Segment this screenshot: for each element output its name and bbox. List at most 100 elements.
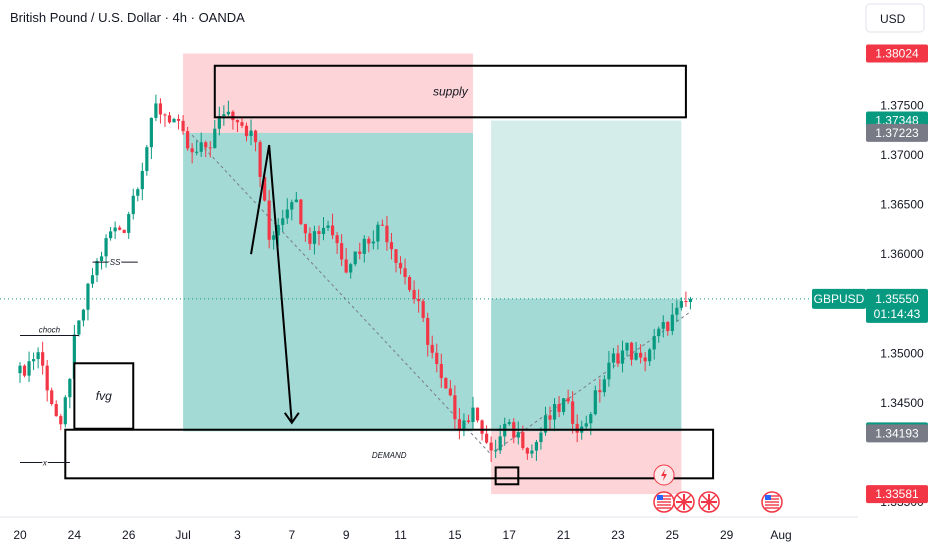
entry-box[interactable] (494, 466, 520, 486)
fvg-box[interactable] (73, 362, 135, 430)
time-tick-label: 3 (234, 528, 241, 542)
candle (231, 111, 235, 121)
candle (417, 299, 421, 302)
candle (598, 390, 602, 393)
bearish-projection-arrow[interactable] (250, 144, 293, 423)
candle (611, 353, 616, 363)
position-zones (183, 53, 682, 495)
candle (448, 388, 452, 396)
target-faded-zone (491, 120, 682, 299)
candle (244, 125, 249, 137)
candle (471, 407, 475, 423)
candle (272, 235, 276, 240)
candle (127, 214, 131, 233)
candle (494, 450, 498, 452)
candle (643, 357, 647, 362)
time-tick-label: 9 (343, 528, 350, 542)
candle (539, 432, 543, 443)
candle (77, 320, 81, 335)
candle (113, 227, 117, 232)
candle (81, 309, 86, 321)
price-tick-label: 1.34500 (880, 396, 924, 410)
candle (439, 363, 443, 379)
us-flag-icon[interactable] (761, 491, 783, 513)
candle (516, 432, 520, 438)
candle (118, 227, 122, 230)
SS-label: SS (110, 258, 121, 267)
candle (59, 416, 63, 425)
price-tick-label: 1.37500 (880, 98, 924, 112)
candle (675, 307, 679, 315)
candle (525, 448, 529, 454)
candle (281, 218, 285, 225)
time-tick-label: Jul (175, 528, 190, 542)
candle (353, 251, 357, 265)
candle (571, 401, 575, 424)
choch-label: choch (39, 326, 61, 335)
candle (204, 142, 208, 148)
lightning-icon[interactable] (653, 464, 675, 486)
candle (507, 422, 511, 424)
candle (31, 359, 36, 362)
price-tick-label: 1.36000 (880, 247, 924, 261)
time-tick-label: 29 (720, 528, 734, 542)
candle (625, 342, 629, 351)
candle (575, 423, 579, 433)
candle (186, 131, 190, 149)
candle (86, 283, 90, 310)
candle (543, 415, 548, 433)
candle (41, 352, 45, 366)
price-tick-label: 1.35000 (880, 346, 924, 360)
time-tick-label: 7 (288, 528, 295, 542)
candle (453, 395, 457, 420)
candle (54, 404, 58, 417)
us-flag-icon[interactable] (653, 491, 675, 513)
candle (430, 344, 434, 353)
x-label: x (42, 458, 48, 467)
candle (308, 233, 312, 244)
dashed-trendline (191, 134, 492, 455)
candle (620, 350, 625, 364)
supply-box-label: supply (433, 85, 469, 99)
supply-box[interactable] (213, 64, 687, 119)
candle (267, 200, 271, 240)
candle (213, 128, 217, 149)
candle (466, 420, 471, 423)
candle (195, 151, 199, 153)
time-tick-label: 21 (557, 528, 571, 542)
candle (403, 268, 407, 278)
candle (172, 118, 176, 123)
candle (435, 352, 439, 364)
uk-flag-icon[interactable] (698, 491, 720, 513)
demand-box[interactable] (64, 428, 715, 480)
time-tick-label: 24 (68, 528, 82, 542)
candle (498, 436, 502, 451)
time-tick-label: 11 (394, 528, 407, 542)
candle (217, 116, 221, 129)
uk-flag-icon[interactable] (673, 491, 695, 513)
candle (181, 120, 185, 132)
candle (589, 414, 593, 424)
symbol-badge[interactable] (812, 288, 866, 309)
current-price-label: 1.35550 (875, 292, 919, 306)
candle (145, 147, 149, 171)
current-price-badge (866, 288, 928, 323)
fvg-box-label: fvg (96, 389, 112, 403)
candle (290, 202, 294, 210)
candle (68, 378, 72, 398)
time-tick-label: 25 (666, 528, 680, 542)
candle (616, 353, 620, 364)
candle (27, 361, 31, 376)
candle (299, 199, 303, 225)
candle (484, 433, 489, 443)
candle (412, 289, 416, 300)
candle (222, 114, 226, 117)
candle (684, 301, 688, 303)
time-tick-label: 26 (122, 528, 136, 542)
currency-button[interactable]: USD (865, 3, 925, 33)
candle (661, 322, 665, 329)
candle (367, 238, 371, 244)
candle (99, 256, 104, 262)
countdown-label: 01:14:43 (874, 307, 921, 321)
